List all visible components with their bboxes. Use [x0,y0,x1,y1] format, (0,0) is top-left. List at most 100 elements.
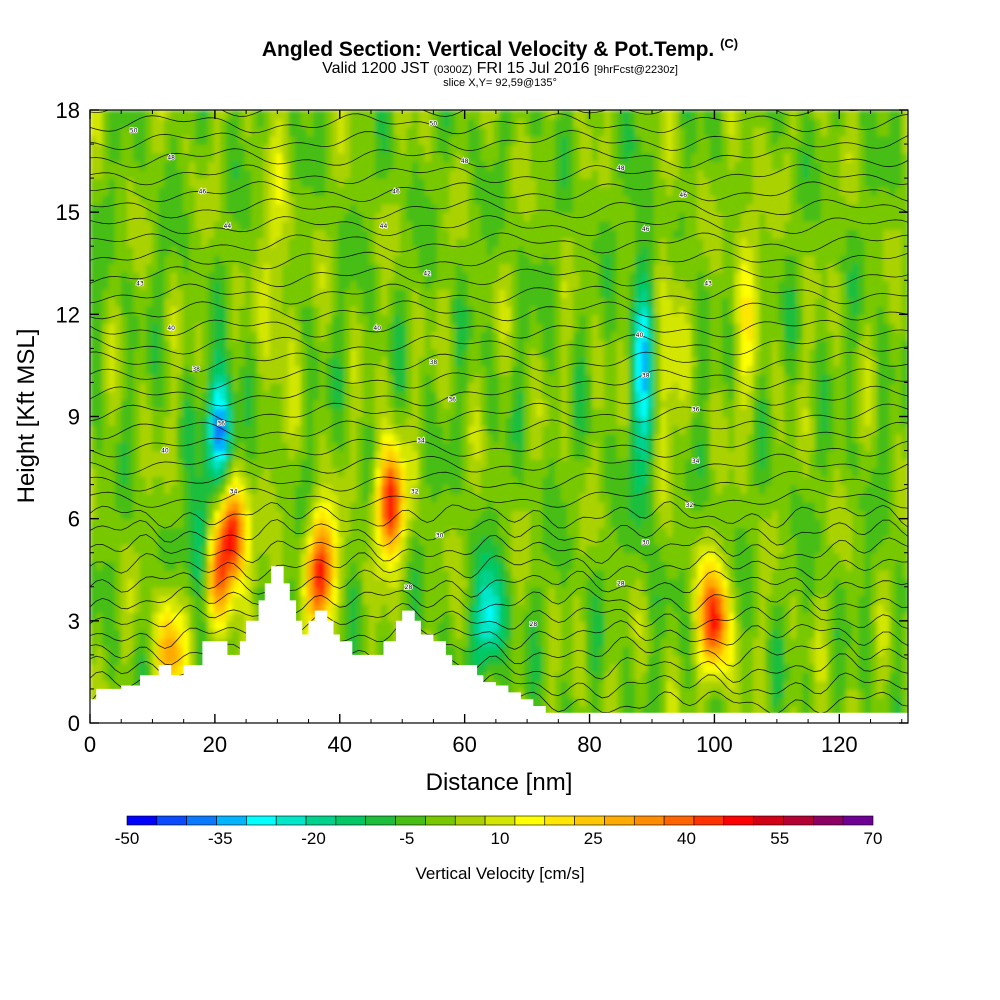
field-cell [870,484,878,494]
field-cell [653,476,661,486]
field-cell [653,663,661,673]
field-cell [350,442,358,452]
field-cell [895,527,903,537]
field-cell [616,493,624,503]
field-cell [393,612,401,622]
field-cell [325,407,333,418]
field-cell [715,612,723,622]
field-cell [759,586,767,597]
field-cell [517,416,525,426]
field-cell [802,433,810,443]
field-cell [189,425,197,435]
field-cell [796,697,804,707]
field-cell [641,433,649,443]
field-cell [567,586,575,597]
field-cell [288,484,296,494]
field-cell [653,467,661,477]
field-cell [883,629,891,639]
field-cell [833,705,841,716]
field-cell [480,442,488,452]
field-cell [796,671,804,682]
field-cell [870,535,878,546]
field-cell [858,510,866,520]
field-cell [461,416,469,426]
field-cell [505,527,513,537]
field-cell [883,646,891,656]
field-cell [344,476,352,486]
field-cell [666,425,674,435]
field-cell [548,493,556,503]
field-cell [102,629,110,639]
field-cell [709,442,717,452]
field-cell [102,467,110,477]
field-cell [437,578,445,588]
field-cell [294,467,302,477]
field-cell [746,407,754,418]
field-cell [715,552,723,563]
field-cell [734,552,742,563]
field-cell [715,620,723,631]
field-cell [616,399,624,409]
field-cell [120,646,128,656]
field-cell [356,425,364,435]
field-cell [883,603,891,614]
field-cell [560,416,568,426]
field-cell [96,552,104,563]
field-cell [703,493,711,503]
field-cell [102,569,110,580]
field-cell [864,612,872,622]
field-cell [703,510,711,520]
field-cell [213,484,221,494]
field-cell [96,501,104,511]
field-cell [864,450,872,460]
field-cell [288,459,296,469]
field-cell [567,407,575,418]
field-cell [325,493,333,503]
field-cell [387,399,395,409]
field-cell [616,697,624,707]
field-cell [684,688,692,699]
field-cell [622,705,630,716]
field-cell [573,484,581,494]
field-cell [362,399,370,409]
field-cell [108,416,116,426]
field-cell [96,416,104,426]
field-cell [108,442,116,452]
field-cell [437,603,445,614]
field-cell [852,518,860,528]
field-cell [505,476,513,486]
field-cell [306,552,314,563]
field-cell [356,552,364,563]
field-cell [746,595,754,605]
field-cell [170,603,178,614]
field-cell [616,459,624,469]
field-cell [387,416,395,426]
field-cell [591,697,599,707]
field-cell [251,501,259,511]
field-cell [815,663,823,673]
field-cell [765,433,773,443]
field-cell [883,442,891,452]
field-cell [777,646,785,656]
field-cell [858,459,866,469]
field-cell [691,416,699,426]
field-cell [821,467,829,477]
field-cell [213,561,221,571]
field-cell [362,544,370,554]
field-cell [585,484,593,494]
field-cell [189,416,197,426]
field-cell [666,697,674,707]
field-cell [164,501,172,511]
field-cell [796,416,804,426]
field-cell [282,433,290,443]
field-cell [114,527,122,537]
field-cell [492,535,500,546]
field-cell [877,671,885,682]
field-cell [220,518,228,528]
field-cell [901,518,908,528]
field-cell [443,442,451,452]
field-cell [505,501,513,511]
field-cell [653,603,661,614]
field-cell [474,450,482,460]
field-cell [406,442,414,452]
